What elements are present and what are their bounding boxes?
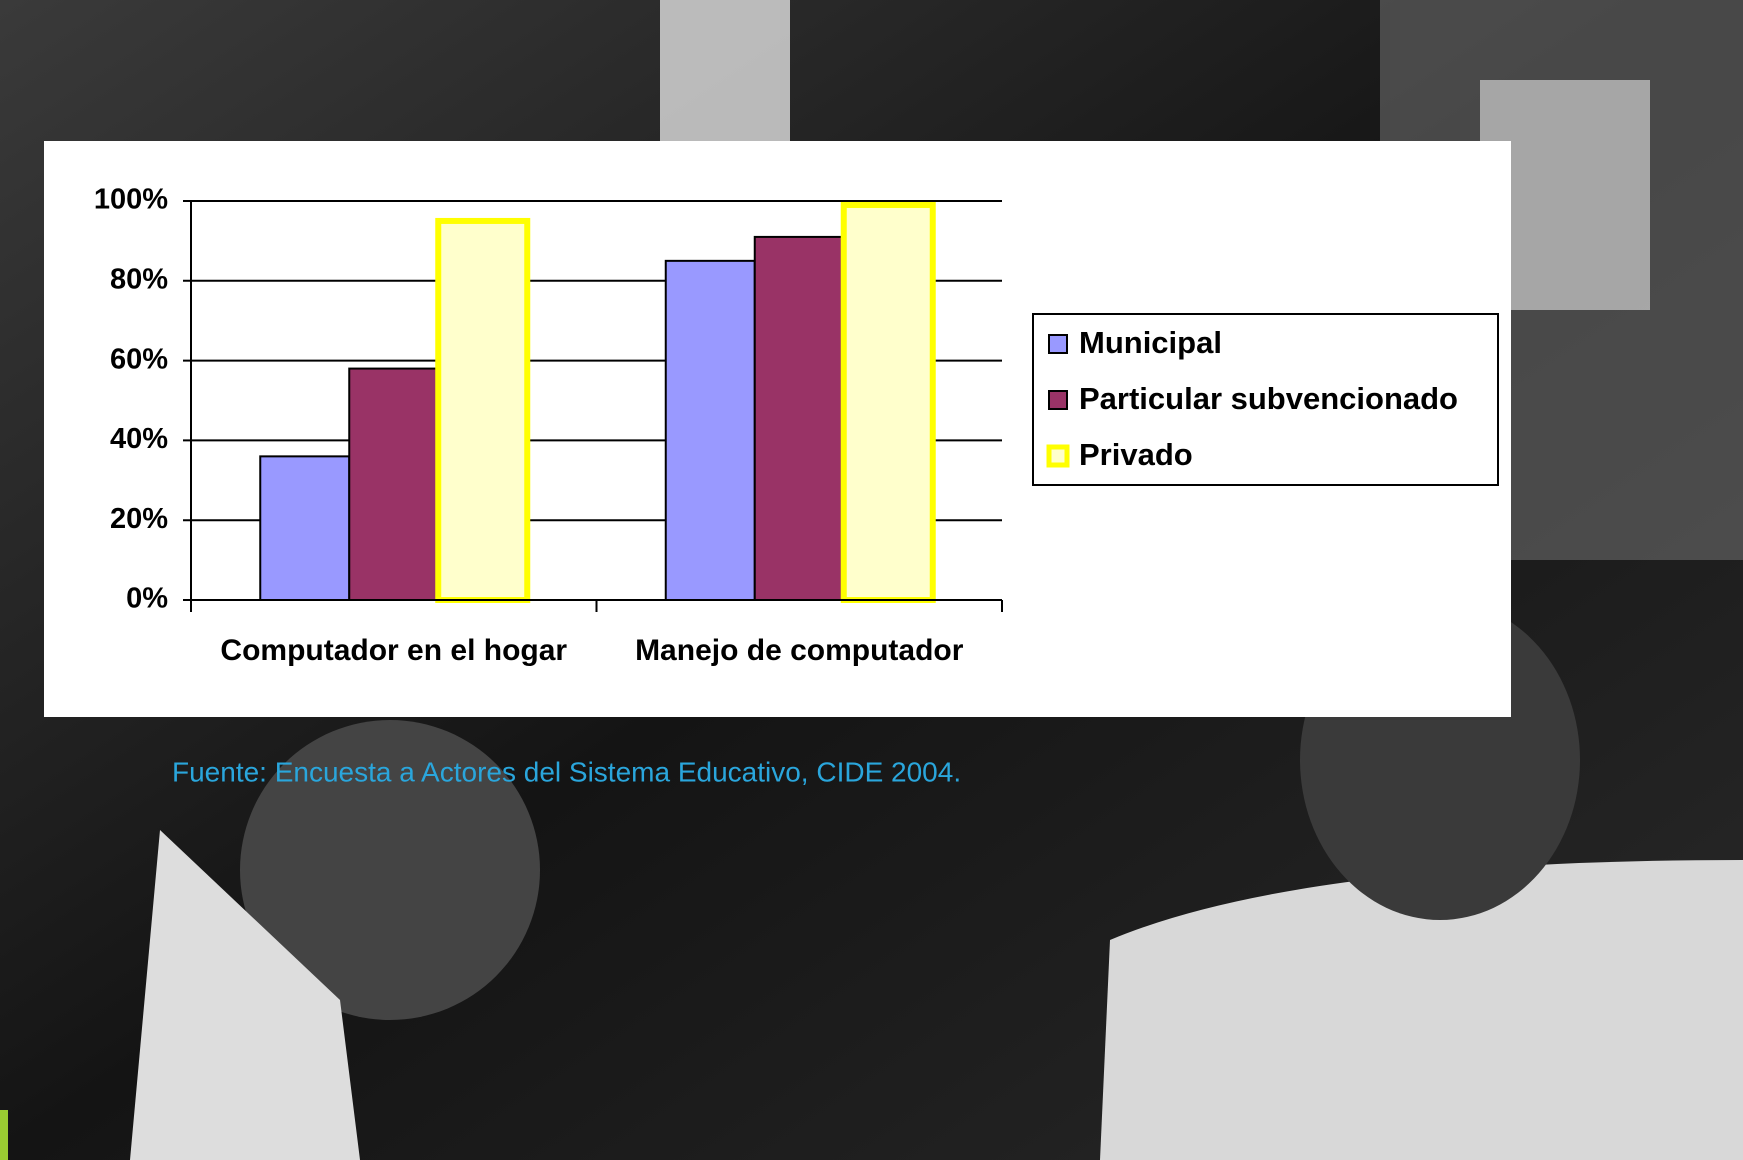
legend-label: Privado [1079,437,1193,472]
y-tick-label: 20% [110,503,168,535]
photo-monitor [1100,860,1743,1160]
photo-person [240,720,540,1020]
x-tick-label: Computador en el hogar [220,634,567,667]
legend-label: Municipal [1079,325,1222,360]
legend-box [1032,313,1499,486]
bar [664,259,756,601]
accent [0,1110,8,1160]
legend-swatch [1048,334,1068,354]
source-note: Fuente: Encuesta a Actores del Sistema E… [172,756,961,787]
legend-swatch [1046,444,1070,468]
bar [348,367,440,601]
x-tick-label: Manejo de computador [635,634,964,667]
bar [840,201,936,604]
y-tick-label: 100% [94,184,168,216]
y-tick-label: 40% [110,423,168,455]
y-tick-label: 60% [110,343,168,375]
legend-swatch [1048,390,1068,410]
y-tick-label: 80% [110,263,168,295]
legend-label: Particular subvencionado [1079,381,1458,416]
photo-shirt [130,830,360,1160]
bar [753,235,845,601]
y-tick-label: 0% [126,583,168,615]
bar [259,455,351,601]
photo-light [660,0,790,141]
bar [435,217,531,603]
